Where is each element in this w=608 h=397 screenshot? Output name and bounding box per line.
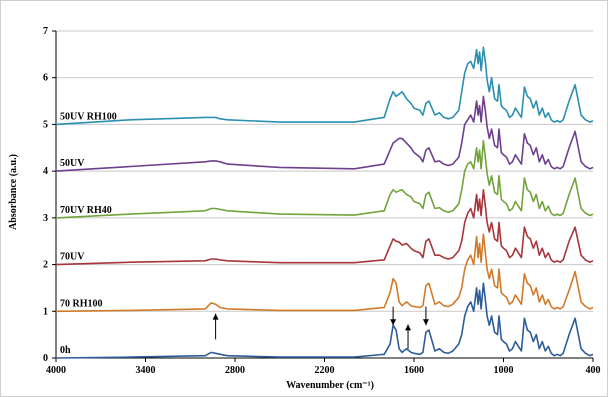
x-tick-label-400: 400: [586, 365, 601, 376]
series-line-1: [55, 233, 594, 313]
x-tick-label-1600: 1600: [404, 365, 424, 376]
annotation-arrow-head-3: [422, 319, 429, 326]
x-tick-label-2200: 2200: [315, 365, 335, 376]
y-tick-label-2: 2: [43, 260, 48, 271]
annotation-arrow-head-0: [212, 313, 219, 320]
series-lines: [55, 46, 594, 359]
x-axis-title: Wavenumber (cm⁻¹): [286, 380, 374, 391]
x-tick-label-2800: 2800: [225, 365, 245, 376]
series-label-5: 50UV RH100: [60, 111, 117, 122]
series-label-1: 70 RH100: [60, 298, 103, 309]
y-tick-label-5: 5: [43, 119, 48, 130]
series-label-2: 70UV: [60, 252, 85, 263]
series-line-3: [55, 140, 594, 219]
series-line-0: [55, 282, 594, 359]
y-tick-label-3: 3: [43, 213, 48, 224]
series-label-3: 70UV RH40: [60, 205, 112, 216]
x-tick-label-4000: 4000: [46, 365, 66, 376]
y-tick-label-1: 1: [43, 306, 48, 317]
y-tick-label-6: 6: [43, 73, 48, 84]
y-tick-label-4: 4: [43, 166, 48, 177]
series-line-4: [55, 95, 594, 172]
series-line-2: [55, 189, 594, 266]
axes: [52, 30, 594, 362]
y-tick-label-7: 7: [43, 26, 48, 37]
annotation-arrow-head-2: [405, 324, 412, 331]
series-label-4: 50UV: [60, 158, 85, 169]
x-tick-label-3400: 3400: [136, 365, 156, 376]
series-line-5: [55, 46, 594, 126]
tick-labels: 0 1 2 3 4 5 6 7 4000 3400 2800 2200 1600 1000 400: [43, 26, 601, 376]
annotation-arrow-head-1: [390, 319, 397, 326]
series-label-0: 0h: [60, 345, 71, 356]
annotations: [212, 306, 429, 349]
gridlines: [56, 30, 593, 312]
y-tick-label-0: 0: [43, 353, 48, 364]
series-labels: 0h 70 RH100 70UV 70UV RH40 50UV 50UV RH100: [60, 111, 117, 356]
y-axis-title: Absorbance (a.u.): [8, 154, 19, 230]
x-tick-label-1000: 1000: [494, 365, 514, 376]
